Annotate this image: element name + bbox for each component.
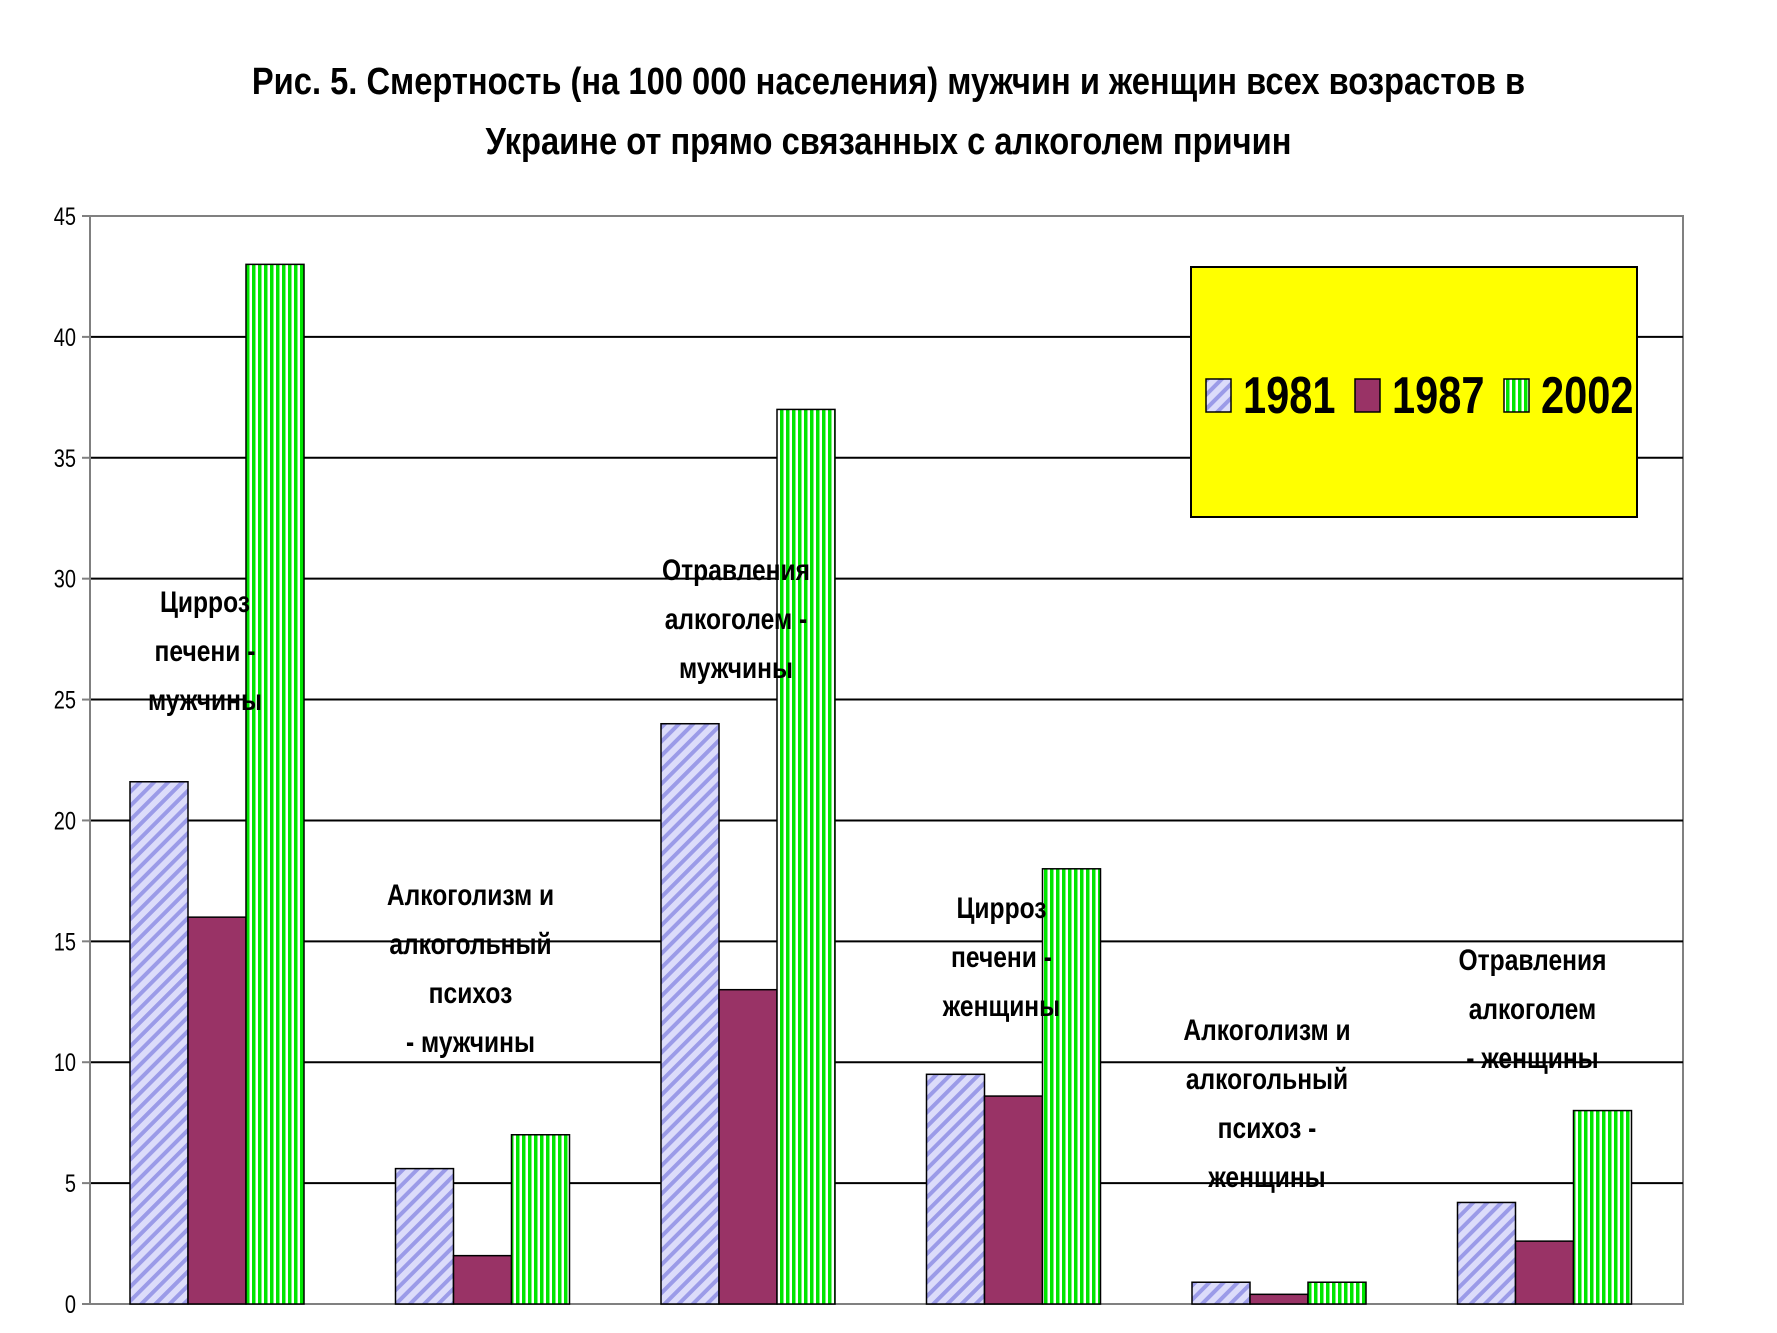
legend-swatch-1981 xyxy=(1205,378,1232,413)
bar-1981-cat-2 xyxy=(394,1167,455,1305)
category-label: психоз xyxy=(429,976,513,1010)
legend: 1981 1987 2002 xyxy=(1190,266,1638,518)
y-tick-label: 35 xyxy=(54,445,76,473)
category-label: мужчины xyxy=(148,683,262,717)
category-label: психоз - xyxy=(1218,1111,1317,1145)
bar-1987-cat-6 xyxy=(1514,1240,1575,1305)
y-tick-label: 5 xyxy=(65,1170,76,1198)
bar-1987-cat-1 xyxy=(187,916,247,1305)
category-label: - женщины xyxy=(1466,1041,1598,1075)
category-label: Алкоголизм и xyxy=(387,878,554,912)
y-tick-label: 30 xyxy=(54,566,76,594)
bar-2002-cat-6 xyxy=(1572,1109,1633,1305)
category-label: печени - xyxy=(155,634,256,668)
bar-2002-cat-3 xyxy=(776,408,836,1305)
bar-1987-cat-3 xyxy=(718,988,778,1305)
chart-title-line-2: Украине от прямо связанных с алкоголем п… xyxy=(485,121,1292,163)
y-tick-label: 10 xyxy=(54,1049,76,1077)
category-label: алкоголем xyxy=(1469,992,1596,1026)
y-tick-label: 0 xyxy=(65,1291,76,1319)
category-label: Отравления xyxy=(662,553,810,587)
legend-label-1981: 1981 xyxy=(1243,366,1336,425)
category-label: Алкоголизм и xyxy=(1183,1013,1350,1047)
y-tick-label: 45 xyxy=(54,203,76,231)
category-label: печени - xyxy=(951,940,1052,974)
category-label: женщины xyxy=(942,989,1060,1023)
y-tick-label: 20 xyxy=(54,807,76,835)
category-label: женщины xyxy=(1207,1160,1325,1194)
bar-2002-cat-2 xyxy=(510,1134,571,1305)
y-tick-label: 15 xyxy=(54,928,76,956)
y-tick-label: 40 xyxy=(54,324,76,352)
bar-2002-cat-1 xyxy=(245,263,305,1305)
category-label: алкогольный xyxy=(1186,1062,1348,1096)
bar-1987-cat-2 xyxy=(452,1254,513,1305)
bar-2002-cat-5 xyxy=(1307,1281,1367,1305)
category-label: Цирроз xyxy=(956,891,1046,925)
category-label: алкогольный xyxy=(389,927,551,961)
category-label: мужчины xyxy=(679,651,793,685)
bar-1987-cat-5 xyxy=(1249,1293,1309,1305)
y-axis-ticks: 0 5 10 15 20 25 30 35 40 45 xyxy=(54,203,1683,1319)
bar-1981-cat-5 xyxy=(1191,1281,1251,1305)
legend-swatch-1987 xyxy=(1354,378,1381,413)
legend-box xyxy=(1190,266,1638,518)
category-label: алкоголем - xyxy=(665,602,807,636)
chart-title-line-1: Рис. 5. Смертность (на 100 000 населения… xyxy=(251,61,1526,103)
legend-label-1987: 1987 xyxy=(1392,366,1485,425)
legend-label-2002: 2002 xyxy=(1541,366,1634,425)
y-tick-label: 25 xyxy=(54,686,76,714)
category-labels: Цирроз печени - мужчины Алкоголизм и алкогол… xyxy=(148,553,1606,1194)
bar-1981-cat-3 xyxy=(660,722,720,1305)
chart-title: Рис. 5. Смертность (на 100 000 населения… xyxy=(124,52,1652,172)
category-label: - мужчины xyxy=(406,1025,535,1059)
bar-1981-cat-4 xyxy=(925,1073,986,1305)
category-label: Отравления xyxy=(1459,943,1607,977)
bar-1987-cat-4 xyxy=(983,1095,1044,1305)
category-label: Цирроз xyxy=(160,585,250,619)
bar-1981-cat-6 xyxy=(1456,1201,1517,1305)
bar-1981-cat-1 xyxy=(129,781,189,1305)
bars xyxy=(129,263,1633,1305)
legend-swatch-2002 xyxy=(1503,378,1530,413)
bar-2002-cat-4 xyxy=(1041,868,1102,1305)
